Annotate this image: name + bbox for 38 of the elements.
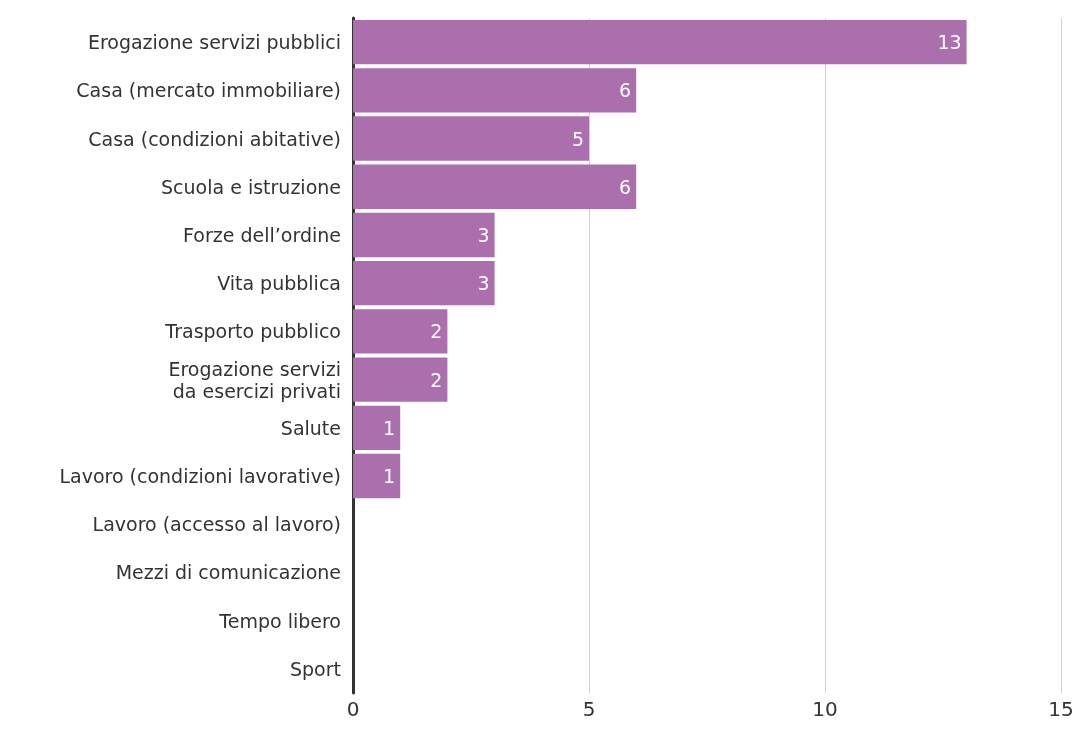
bar xyxy=(353,357,448,402)
y-tick-label: Forze dell’ordine xyxy=(183,223,341,246)
bar xyxy=(353,19,967,65)
data-label: 6 xyxy=(619,175,632,198)
bar xyxy=(353,261,495,306)
data-label: 13 xyxy=(937,31,962,54)
x-tick-label: 10 xyxy=(812,697,838,721)
y-tick-label: Trasporto pubblico xyxy=(164,320,341,343)
bar xyxy=(353,164,637,209)
data-label: 6 xyxy=(619,79,632,102)
y-tick-label: Lavoro (accesso al lavoro) xyxy=(92,513,341,536)
y-tick-label: Erogazione servizi da esercizi privati xyxy=(168,357,341,402)
data-label: 3 xyxy=(477,223,490,246)
x-tick-label: 15 xyxy=(1048,697,1074,721)
bar xyxy=(353,68,637,113)
data-label: 3 xyxy=(477,272,490,295)
data-label: 5 xyxy=(571,127,584,150)
y-tick-label: Lavoro (condizioni lavorative) xyxy=(59,465,341,488)
y-tick-label: Vita pubblica xyxy=(217,272,341,295)
y-tick-label: Tempo libero xyxy=(218,609,341,632)
y-tick-label: Mezzi di comunicazione xyxy=(115,561,341,584)
y-tick-label: Sport xyxy=(289,657,341,680)
y-tick-label: Casa (condizioni abitative) xyxy=(88,127,341,150)
data-label: 1 xyxy=(383,465,396,488)
bar xyxy=(353,309,448,354)
y-tick-label: Salute xyxy=(280,416,341,439)
y-tick-label: Casa (mercato immobiliare) xyxy=(76,79,341,102)
bar xyxy=(353,116,589,161)
data-label: 2 xyxy=(430,320,443,343)
bar xyxy=(353,212,495,258)
x-tick-label: 5 xyxy=(582,697,596,721)
data-label: 2 xyxy=(430,368,443,391)
y-tick-label: Erogazione servizi pubblici xyxy=(87,31,341,54)
bar xyxy=(353,453,401,499)
data-label: 1 xyxy=(383,416,396,439)
x-tick-label: 0 xyxy=(346,697,360,721)
y-tick-label: Scuola e istruzione xyxy=(161,175,341,198)
bar xyxy=(353,405,401,450)
